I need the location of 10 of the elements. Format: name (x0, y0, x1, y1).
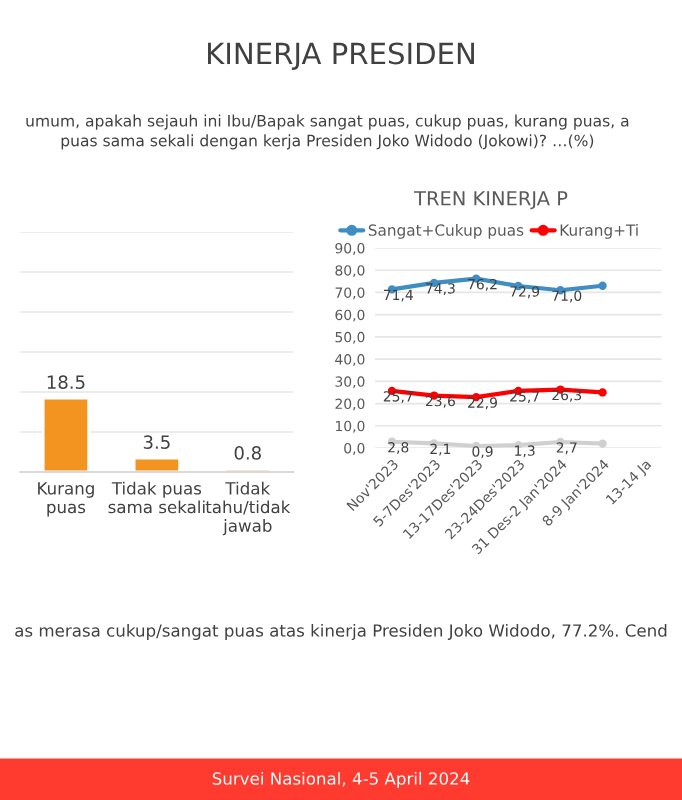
data-label: 18.5 (47, 375, 85, 389)
text: as merasa cukup/sangat puas atas kinerja Presiden Joko Widodo, 77.2%. Cend (15, 623, 667, 641)
x-tick-label: Tidak puas sama sekali (108, 481, 205, 514)
chart-title: KINERJA PRESIDEN (208, 42, 474, 70)
chart-title: TREN KINERJA P (414, 191, 568, 210)
x-tick-label: Kurang puas (38, 482, 94, 517)
text: Survei Nasional, 4-5 April 2024 (212, 771, 470, 789)
x-tick-label: Tidak tahu/tidak jawab (205, 481, 291, 536)
data-label: 3.5 (143, 435, 170, 449)
data-label: 0.8 (234, 446, 261, 460)
